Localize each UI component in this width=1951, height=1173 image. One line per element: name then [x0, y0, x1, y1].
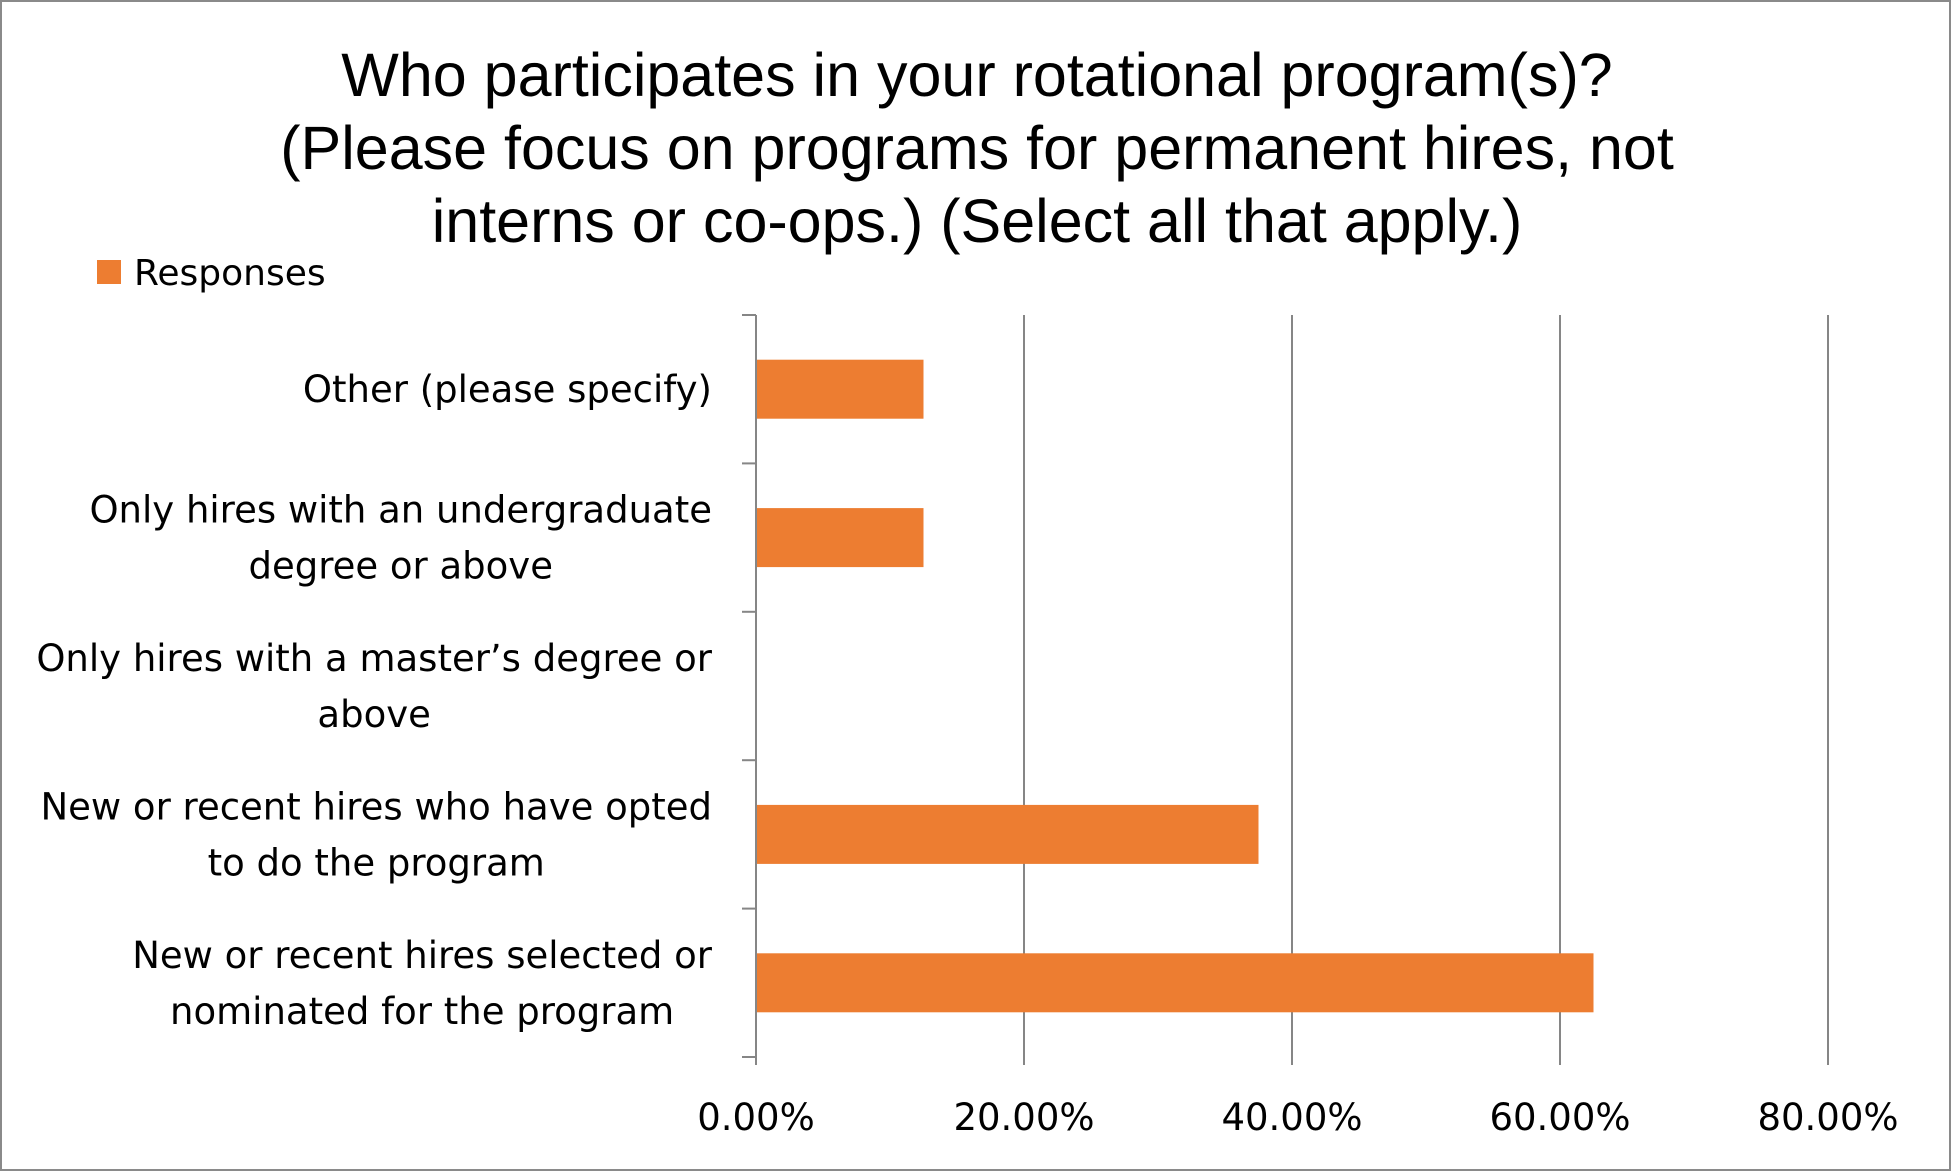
chart-title-line-1: Who participates in your rotational prog… [341, 41, 1612, 109]
bar [756, 953, 1594, 1013]
category-label: Only hires with a master’s degree or [36, 637, 712, 680]
legend-label: Responses [134, 253, 326, 294]
chart-title-line-3: interns or co-ops.) (Select all that app… [432, 187, 1523, 255]
x-tick-label: 60.00% [1489, 1096, 1630, 1139]
bar [756, 359, 924, 419]
chart-title-line-2: (Please focus on programs for permanent … [280, 114, 1674, 182]
category-label: nominated for the program [170, 990, 674, 1033]
x-tick-label: 20.00% [953, 1096, 1094, 1139]
bars [756, 359, 1594, 1013]
gridlines [1023, 315, 1829, 1057]
x-tick-label: 0.00% [697, 1096, 815, 1139]
legend-swatch [97, 260, 121, 284]
bar [756, 804, 1259, 864]
x-tick-label: 80.00% [1757, 1096, 1898, 1139]
x-tick-labels: 0.00% 20.00% 40.00% 60.00% 80.00% [697, 1096, 1898, 1139]
category-label: above [317, 693, 430, 736]
chart-title: Who participates in your rotational prog… [280, 41, 1674, 255]
x-tick-label: 40.00% [1221, 1096, 1362, 1139]
category-labels: Other (please specify) Only hires with an… [36, 368, 712, 1033]
category-label: New or recent hires selected or [132, 934, 713, 977]
category-label: degree or above [248, 545, 553, 588]
category-label: to do the program [208, 841, 545, 884]
category-label: New or recent hires who have opted [40, 785, 712, 828]
category-label: Other (please specify) [303, 368, 712, 411]
axes [742, 314, 1829, 1065]
bar [756, 508, 924, 568]
legend: Responses [97, 253, 326, 294]
category-label: Only hires with an undergraduate [89, 489, 712, 532]
